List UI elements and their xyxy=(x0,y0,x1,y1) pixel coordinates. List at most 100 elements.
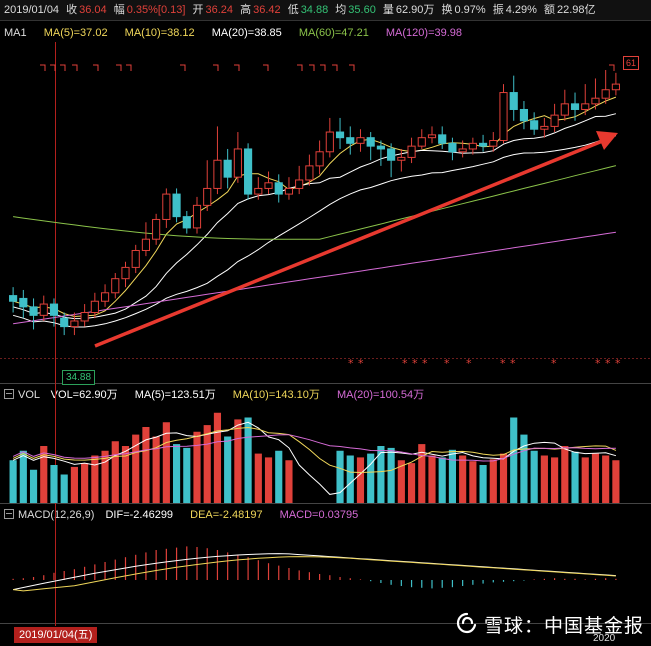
volume-bar xyxy=(428,455,436,503)
volume-bar xyxy=(9,460,17,503)
amount-label: 额 xyxy=(544,4,555,16)
volume-bar xyxy=(254,453,262,503)
signal-flag-icon xyxy=(50,64,56,71)
candle-body xyxy=(192,204,202,229)
volume-bar xyxy=(530,450,538,503)
candle-body xyxy=(417,137,426,147)
volume-bar xyxy=(234,419,242,503)
volume-bar xyxy=(602,455,610,503)
volume-bar xyxy=(336,450,344,503)
candle-body xyxy=(19,297,28,308)
candle-body xyxy=(356,137,365,144)
signal-star-icon: * xyxy=(348,357,354,370)
signal-flag-icon xyxy=(297,64,303,71)
volume-bar xyxy=(224,436,232,503)
candle-body xyxy=(591,97,600,105)
turnover-label: 换 xyxy=(441,4,453,16)
candle-body xyxy=(397,156,406,161)
candle-body xyxy=(458,148,467,153)
snowball-logo-icon xyxy=(456,612,477,634)
signal-star-icon: * xyxy=(444,357,450,370)
candle-body xyxy=(346,137,355,144)
volume-bar xyxy=(193,431,201,503)
volume-bar xyxy=(142,427,150,503)
candle-body xyxy=(70,320,79,328)
signal-flag-icon xyxy=(332,64,338,71)
dif-line xyxy=(12,553,616,591)
candle-body xyxy=(90,300,99,314)
volume-bar xyxy=(438,457,446,503)
signal-star-icon: * xyxy=(466,357,472,370)
candle-body xyxy=(284,187,294,195)
macd-legend: MACD(12,26,9) DIF=-2.46299 DEA=-2.48197 … xyxy=(0,505,651,525)
candle-body xyxy=(305,165,314,181)
candle-body xyxy=(468,142,477,150)
volume-bar xyxy=(275,450,283,503)
vol-value-legend: VOL=62.90万 xyxy=(50,389,118,401)
signal-flag-icon xyxy=(116,64,122,71)
avg-label: 均 xyxy=(335,4,347,16)
vol-indicator-name[interactable]: VOL xyxy=(18,389,40,401)
signal-flag-icon xyxy=(320,64,326,71)
volume-bar xyxy=(244,417,252,503)
high-price-marker: 61 xyxy=(623,56,640,70)
dif-legend: DIF=-2.46299 xyxy=(105,509,174,521)
high-value: 36.42 xyxy=(253,4,281,16)
volume-label: 量 xyxy=(382,4,394,16)
ma60-legend: MA(60)=47.21 xyxy=(298,27,369,39)
candle-body xyxy=(335,131,345,139)
volume-bar xyxy=(377,446,385,503)
change-value: 0.35%[0.13] xyxy=(126,4,186,16)
volume-bar xyxy=(571,451,579,503)
signal-star-icon: * xyxy=(605,357,611,370)
volume-bar xyxy=(132,434,140,503)
candle-body xyxy=(111,278,120,294)
volume-bar xyxy=(203,425,211,503)
watermark-text: 雪球：中国基金报 xyxy=(484,611,644,638)
signal-flag-icon xyxy=(309,64,315,71)
volume-bar xyxy=(591,453,600,503)
ma20-line xyxy=(12,135,617,328)
candle-body xyxy=(376,145,385,150)
volume-bar xyxy=(91,455,99,503)
vol-ma20-line xyxy=(12,434,616,462)
cursor-date-badge: 2019/01/04(五) xyxy=(14,627,98,643)
macd-indicator-name[interactable]: MACD(12,26,9) xyxy=(18,509,95,521)
volume-bar xyxy=(19,450,27,503)
candle-body xyxy=(295,179,304,189)
low-price-marker: 34.88 xyxy=(62,370,96,385)
open-value: 36.24 xyxy=(205,4,234,16)
signal-star-icon: * xyxy=(510,357,516,370)
low-value: 34.88 xyxy=(300,4,329,16)
open-label: 开 xyxy=(192,4,204,16)
macd-value-legend: MACD=0.03795 xyxy=(279,509,359,521)
volume-bar xyxy=(213,412,222,503)
volume-bar xyxy=(551,457,559,503)
volume-bar xyxy=(510,417,518,503)
ma-indicator-name[interactable]: MA1 xyxy=(4,27,27,39)
signal-flag-icon xyxy=(60,64,66,71)
candle-body xyxy=(478,142,488,147)
candle-body xyxy=(366,137,375,147)
collapse-square-icon[interactable] xyxy=(4,389,14,399)
volume-bar xyxy=(459,455,467,503)
volume-bar xyxy=(40,446,48,503)
volume-bar xyxy=(152,436,160,503)
candle-body xyxy=(141,238,151,251)
volume-bar xyxy=(469,461,477,503)
dea-line xyxy=(13,556,616,592)
collapse-square-icon[interactable] xyxy=(4,509,14,519)
volume-bar xyxy=(397,460,405,503)
close-label: 收 xyxy=(66,4,78,16)
volume-bar xyxy=(367,453,375,503)
signal-star-icon: * xyxy=(358,357,364,370)
vol-ma20-legend: MA(20)=100.54万 xyxy=(336,389,425,401)
candle-body xyxy=(499,92,508,141)
candle-body xyxy=(182,216,191,229)
amount-value: 22.98亿 xyxy=(557,4,596,16)
candle-body xyxy=(560,103,569,116)
signal-flag-icon xyxy=(93,64,99,71)
volume-bar xyxy=(121,446,130,503)
